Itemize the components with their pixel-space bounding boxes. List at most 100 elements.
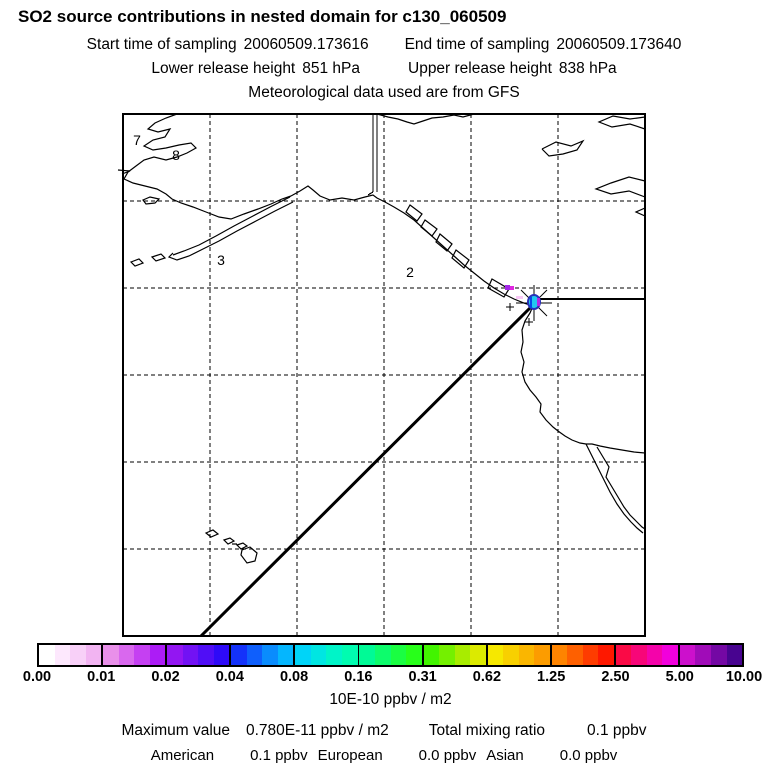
lower-release-height: Lower release height 851 hPa [151, 60, 360, 78]
aleutian-island [150, 253, 167, 262]
coastline-aleutian-peninsula-north [172, 196, 291, 256]
max-value-line: Maximum value 0.780E-11 ppbv / m2 Total m… [0, 722, 768, 740]
se-alaska-island [420, 219, 438, 237]
colorbar-tick-label: 0.62 [472, 669, 502, 685]
spacer [561, 722, 571, 740]
total-mixing-ratio-group: Total mixing ratio 0.1 ppbv [429, 722, 647, 740]
colorbar-cell [598, 645, 614, 665]
colorbar-cell [534, 645, 550, 665]
colorbar-units-label: 10E-10 ppbv / m2 [329, 691, 452, 708]
track-cross-mark [525, 318, 533, 326]
source-contributions-line: American 0.1 ppbv European 0.0 ppbv Asian 0… [0, 747, 768, 764]
total-mixing-ratio-value: 0.1 ppbv [587, 722, 647, 739]
total-mixing-ratio-label: Total mixing ratio [428, 722, 546, 739]
colorbar-cell [518, 645, 535, 665]
hawaii-island [204, 529, 220, 538]
colorbar-cell [423, 645, 440, 665]
colorbar-tick-label: 0.16 [344, 669, 373, 685]
colorbar-tick-label: 1.25 [537, 669, 566, 685]
colorbar-cell [454, 645, 471, 665]
colorbar-cell [198, 645, 214, 665]
concentration-pixel-purple [505, 285, 510, 290]
colorbar-segment [615, 645, 680, 665]
colorbar-cell [103, 645, 119, 665]
colorbar-cell [375, 645, 391, 665]
coastline-aleutian-peninsula-south [167, 201, 294, 261]
colorbar-cell [295, 645, 311, 665]
arctic-archipelago-island [594, 176, 646, 198]
colorbar-tick-label: 0.04 [215, 669, 244, 685]
map-gridlines [123, 114, 645, 636]
colorbar-tick-label: 0.00 [22, 669, 52, 685]
upper-release-height: Upper release height 838 hPa [408, 60, 617, 78]
colorbar-cell [695, 645, 711, 665]
alaska-yukon-border-cap [367, 191, 374, 196]
source-european: European 0.0 ppbv [318, 747, 477, 764]
sampling-times-line: Start time of sampling 20060509.173616 En… [0, 36, 768, 54]
colorbar-cell [246, 645, 263, 665]
source-asian-label: Asian [486, 747, 524, 764]
upper-release-value: 838 hPa [558, 60, 617, 77]
source-american-label: American [150, 747, 215, 764]
colorbar-cell [39, 645, 55, 665]
colorbar-cell [277, 645, 294, 665]
colorbar-cell [149, 645, 166, 665]
concentration-core-edge [537, 298, 540, 306]
aleutian-island [129, 258, 145, 267]
release-heights-line: Lower release height 851 hPa Upper releas… [0, 60, 768, 78]
coastline-baja-gulf [596, 446, 646, 530]
coastline-arctic [376, 113, 475, 125]
start-time: Start time of sampling 20060509.173616 [87, 36, 369, 54]
bc-coast-island [451, 249, 470, 269]
colorbar-cell [726, 645, 743, 665]
bristol-bay-island [142, 196, 161, 205]
end-time-label: End time of sampling [404, 36, 550, 53]
maximum-value-label: Maximum value [121, 722, 230, 739]
se-alaska-island [405, 204, 423, 222]
colorbar-cell [711, 645, 727, 665]
coastline-alaska-mainland [123, 113, 292, 220]
source-european-label: European [317, 747, 383, 764]
colorbar-segment [231, 645, 296, 665]
colorbar-cell [70, 645, 86, 665]
coastlines [117, 113, 646, 564]
colorbar-cell [615, 645, 632, 665]
end-time-value: 20060509.173640 [556, 36, 682, 53]
colorbar-cell [262, 645, 278, 665]
colorbar-segment [167, 645, 232, 665]
colorbar-cell [182, 645, 199, 665]
hawaii-island [235, 542, 249, 550]
colorbar-tick-label: 2.50 [601, 669, 630, 685]
colorbar-tick-label: 0.31 [408, 669, 437, 685]
right-edge-island-fragment [634, 207, 646, 217]
colorbar-cell [679, 645, 696, 665]
track-cross-mark [506, 303, 514, 311]
colorbar-cell [310, 645, 327, 665]
colorbar-segment [39, 645, 104, 665]
start-time-label: Start time of sampling [86, 36, 237, 53]
colorbar-cell [646, 645, 663, 665]
colorbar-cell [54, 645, 71, 665]
maximum-value-group: Maximum value 0.780E-11 ppbv / m2 [121, 722, 388, 740]
source-european-value: 0.0 ppbv [418, 747, 477, 764]
colorbar-cell [390, 645, 407, 665]
flight-track-line [199, 302, 536, 638]
colorbar-cell [406, 645, 422, 665]
colorbar-tick-label: 0.02 [151, 669, 180, 685]
colorbar-segment [359, 645, 424, 665]
source-asian-value: 0.0 ppbv [559, 747, 618, 764]
hawaii-islands [204, 529, 258, 564]
colorbar-cell [134, 645, 150, 665]
colorbar-segment [423, 645, 488, 665]
concentration-blob [505, 285, 541, 310]
colorbar-cell [167, 645, 183, 665]
source-american: American 0.1 ppbv [151, 747, 308, 764]
colorbar-tick-label: 5.00 [665, 669, 694, 685]
hawaii-big-island [240, 546, 258, 564]
colorbar-segment [295, 645, 360, 665]
concentration-pixel-magenta [510, 286, 514, 290]
colorbar-segment [103, 645, 168, 665]
haida-gwaii-island [435, 233, 453, 252]
